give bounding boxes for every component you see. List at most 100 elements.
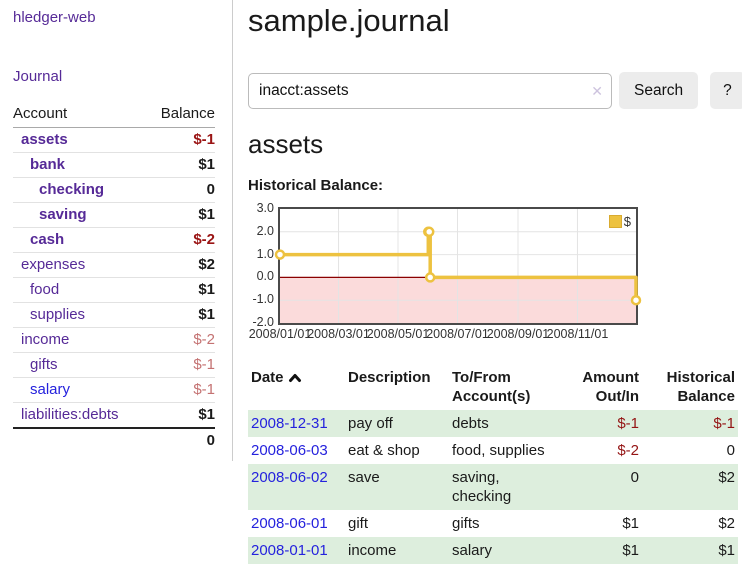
sidebar: hledger-web Journal Account Balance asse… (0, 0, 233, 461)
account-row: supplies $1 (13, 302, 215, 328)
y-tick-label: -2.0 (252, 315, 274, 329)
account-balance: $-1 (193, 131, 215, 148)
x-tick-label: 2008/07/01 (426, 327, 489, 341)
transaction-balance: $2 (718, 469, 735, 486)
transaction-balance: $1 (718, 542, 735, 559)
transaction-balance: $-1 (713, 415, 735, 432)
account-row: bank $1 (13, 152, 215, 178)
transaction-date-link[interactable]: 2008-06-01 (251, 515, 328, 532)
transaction-amount: $-1 (617, 415, 639, 432)
search-input[interactable] (248, 72, 612, 109)
account-row: saving $1 (13, 202, 215, 228)
transaction-accounts: debts (452, 415, 489, 432)
x-tick-label: 2008/11/01 (546, 327, 609, 341)
account-row: salary $-1 (13, 377, 215, 403)
transaction-row: 2008-06-01 gift gifts $1 $2 (248, 510, 738, 537)
transaction-balance: 0 (726, 442, 735, 459)
account-balance: $-2 (146, 227, 215, 253)
column-header-date[interactable]: Date (248, 365, 345, 410)
x-tick-label: 2008/05/01 (366, 327, 430, 341)
transaction-amount: $1 (622, 515, 639, 532)
page-title: sample.journal (248, 3, 450, 38)
transaction-accounts: saving, checking (452, 469, 512, 505)
account-link-cash[interactable]: cash (30, 231, 65, 248)
transaction-row: 2008-12-31 pay off debts $-1 $-1 (248, 410, 738, 437)
accounts-header-row: Account Balance (13, 103, 215, 128)
accounts-table: Account Balance assets $-1 bank $1 check… (13, 103, 215, 453)
y-tick-label: -1.0 (252, 292, 274, 307)
legend-swatch-icon (608, 215, 622, 228)
account-balance: $1 (146, 152, 215, 178)
chart-legend: $ (608, 214, 631, 229)
account-row: income $-2 (13, 327, 215, 353)
legend-label: $ (623, 214, 631, 229)
account-link-bank[interactable]: bank (30, 156, 66, 173)
account-heading: assets (248, 129, 324, 159)
accounts-header-account: Account (13, 103, 147, 128)
chart-title: Historical Balance: (248, 177, 384, 194)
x-tick-label: 2008/01/01 (248, 327, 312, 341)
register-table: Date Description To/From Account(s) Amou… (248, 365, 738, 564)
accounts-total-row: 0 (13, 427, 215, 453)
account-link-assets[interactable]: assets (21, 131, 68, 148)
account-row: expenses $2 (13, 252, 215, 278)
transaction-description: save (348, 469, 380, 486)
account-link-expenses[interactable]: expenses (21, 256, 86, 273)
account-row: gifts $-1 (13, 352, 215, 378)
account-balance: $1 (146, 302, 215, 328)
account-link-liabilities-debts[interactable]: liabilities:debts (21, 406, 119, 423)
account-link-salary[interactable]: salary (30, 381, 71, 398)
brand-link[interactable]: hledger-web (13, 9, 96, 26)
search-box: ✕ (248, 72, 612, 109)
account-balance: $-2 (146, 327, 215, 353)
account-link-income[interactable]: income (21, 331, 70, 348)
account-balance: $1 (146, 402, 215, 428)
transaction-description: gift (348, 515, 369, 532)
transaction-date-link[interactable]: 2008-01-01 (251, 542, 328, 559)
account-link-supplies[interactable]: supplies (30, 306, 86, 323)
transaction-date-link[interactable]: 2008-12-31 (251, 415, 328, 432)
account-balance: $1 (146, 277, 215, 303)
column-header-amount: Amount Out/In (582, 369, 639, 405)
register-header-row: Date Description To/From Account(s) Amou… (248, 365, 738, 410)
account-row: checking 0 (13, 177, 215, 203)
transaction-row: 2008-06-02 save saving, checking 0 $2 (248, 464, 738, 510)
transaction-row: 2008-01-01 income salary $1 $1 (248, 537, 738, 564)
chart-canvas (274, 209, 642, 323)
account-row: assets $-1 (13, 128, 215, 153)
sort-ascending-icon (288, 374, 301, 382)
column-header-balance: Historical Balance (666, 369, 735, 405)
account-row: cash $-2 (13, 227, 215, 253)
account-row: food $1 (13, 277, 215, 303)
x-tick-label: 2008/03/01 (307, 327, 370, 341)
sidebar-item-journal[interactable]: Journal (13, 68, 63, 85)
account-link-gifts[interactable]: gifts (30, 356, 58, 373)
column-header-accounts: To/From Account(s) (452, 369, 531, 405)
account-balance: $-1 (146, 352, 215, 378)
accounts-total: 0 (146, 427, 215, 453)
transaction-row: 2008-06-03 eat & shop food, supplies $-2… (248, 437, 738, 464)
transaction-balance: $2 (718, 515, 735, 532)
account-row: liabilities:debts $1 (13, 402, 215, 428)
main-content: sample.journal ✕ Search ? assets Histori… (248, 0, 742, 564)
y-tick-label: 0.0 (256, 269, 274, 284)
y-tick-label: 2.0 (256, 223, 274, 238)
account-balance: 0 (146, 177, 215, 203)
historical-balance-chart: 3.0 2.0 1.0 0.0 -1.0 -2.0 $ 2008/01/01 2… (248, 201, 742, 345)
account-link-checking[interactable]: checking (39, 181, 105, 198)
account-link-saving[interactable]: saving (39, 206, 87, 223)
chart-plot-area[interactable]: $ (274, 207, 642, 325)
accounts-header-balance: Balance (146, 103, 215, 128)
transaction-date-link[interactable]: 2008-06-02 (251, 469, 328, 486)
account-balance: $-1 (146, 377, 215, 403)
account-balance: $1 (146, 202, 215, 228)
search-button[interactable]: Search (619, 72, 699, 109)
transaction-accounts: salary (452, 542, 493, 559)
account-link-food[interactable]: food (30, 281, 60, 298)
transaction-amount: 0 (630, 469, 639, 486)
clear-search-icon[interactable]: ✕ (591, 82, 603, 99)
transaction-date-link[interactable]: 2008-06-03 (251, 442, 328, 459)
search-form: ✕ Search ? (248, 72, 742, 109)
help-button[interactable]: ? (710, 72, 742, 109)
